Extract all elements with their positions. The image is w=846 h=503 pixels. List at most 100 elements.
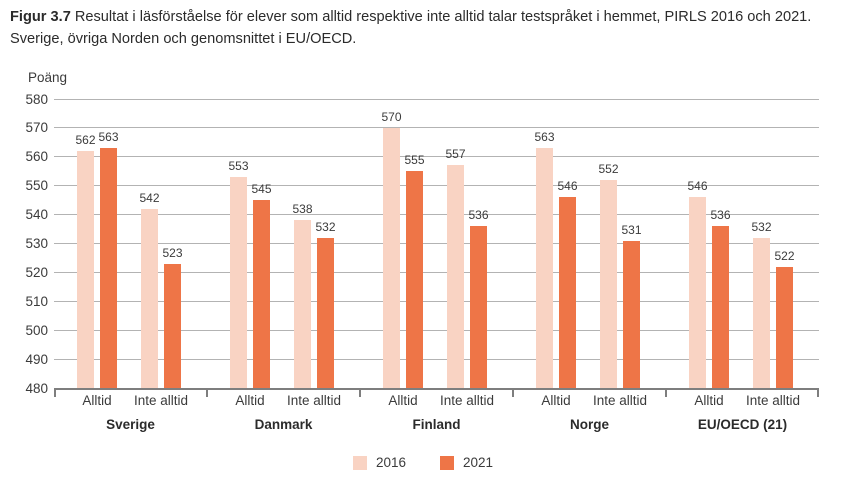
- x-axis-line: [54, 388, 819, 390]
- y-tick-label: 530: [25, 236, 48, 251]
- y-tick-label: 560: [25, 149, 48, 165]
- bar-pair: 542 523: [139, 99, 183, 388]
- bar-pair: 538 532: [292, 99, 336, 388]
- bar-pair: 552 531: [598, 99, 642, 388]
- subgroup-label: Inte alltid: [133, 393, 189, 408]
- bar-2021: [253, 200, 270, 388]
- bar-2016: [383, 127, 400, 388]
- gridline: [54, 271, 819, 273]
- y-tick-label: 500: [25, 322, 48, 338]
- bar-2021: [317, 237, 334, 388]
- bar-2016: [600, 179, 617, 388]
- country-group: 546 536 Alltid 532 522 Inte alltid EU/OECD (21…: [666, 99, 819, 432]
- bar-value-label: 570: [381, 109, 402, 124]
- bar-value-label: 557: [445, 147, 466, 162]
- bar-pair: 553 545: [228, 99, 272, 388]
- country-group: 562 563 Alltid 542 523 Inte alltid Sverige: [54, 99, 207, 432]
- y-axis-title: Poäng: [28, 70, 68, 85]
- bar-pair: 546 536: [687, 99, 731, 388]
- y-tick-label: 510: [25, 293, 48, 309]
- bar-value-label: 523: [162, 245, 183, 260]
- bar-2021: [712, 226, 729, 388]
- bar-pair: 562 563: [75, 99, 119, 388]
- bar-value-label: 555: [404, 153, 425, 168]
- bar-value-label: 522: [774, 248, 795, 263]
- bar-value-label: 546: [557, 179, 578, 194]
- country-group: 570 555 Alltid 557 536 Inte alltid Finland: [360, 99, 513, 432]
- x-axis-tick: [512, 389, 514, 397]
- legend-item-2016: 2016: [352, 455, 406, 470]
- legend-label-2016: 2016: [375, 455, 406, 470]
- legend-swatch-2021: [440, 455, 454, 470]
- bar-value-label: 552: [598, 161, 619, 176]
- bar-2021: [100, 148, 117, 388]
- bar-value-label: 531: [621, 222, 642, 237]
- country-label: Danmark: [254, 417, 313, 432]
- bar-value-label: 563: [98, 130, 119, 145]
- subgroup-label: Alltid: [694, 393, 724, 408]
- x-axis-tick: [206, 389, 208, 397]
- y-tick-label: 480: [25, 380, 48, 396]
- bar-2016: [447, 165, 464, 388]
- bar-value-label: 563: [534, 130, 555, 145]
- y-tick-label: 520: [25, 264, 48, 280]
- legend-swatch-2016: [352, 455, 367, 470]
- bar-2016: [294, 220, 311, 388]
- bar-2016: [141, 208, 158, 388]
- gridline: [54, 300, 819, 302]
- bar-value-label: 536: [468, 208, 489, 223]
- bar-pair: 532 522: [751, 99, 795, 388]
- gridline: [54, 243, 819, 244]
- figure-caption: Resultat i läsförståelse för elever som …: [10, 9, 812, 47]
- legend-item-2021: 2021: [440, 455, 493, 470]
- gridline: [54, 98, 819, 100]
- figure-number: Figur 3.7: [10, 9, 71, 25]
- x-axis-tick: [359, 389, 361, 397]
- gridline: [54, 358, 819, 360]
- subgroup-label: Alltid: [541, 393, 571, 408]
- subgroup-label: Alltid: [388, 393, 418, 408]
- gridline: [54, 329, 819, 331]
- bar-value-label: 532: [315, 219, 336, 234]
- country-label: Finland: [412, 417, 461, 432]
- subgroup-label: Alltid: [235, 393, 265, 408]
- subgroup-label: Alltid: [82, 393, 112, 408]
- bar-2021: [406, 171, 423, 388]
- bar-value-label: 532: [751, 219, 772, 234]
- country-group: 553 545 Alltid 538 532 Inte alltid Danmark: [207, 99, 360, 432]
- bar-2016: [77, 151, 94, 388]
- bar-pair: 563 546: [534, 99, 578, 388]
- bar-value-label: 546: [687, 179, 708, 194]
- bar-value-label: 562: [75, 133, 96, 148]
- country-group: 563 546 Alltid 552 531 Inte alltid Norge: [513, 99, 666, 432]
- plot-area: 480 490 500 510 520 530 540 550 560 570 580 562 563 A…: [25, 92, 819, 432]
- country-label: Norge: [569, 417, 609, 432]
- y-tick-label: 580: [25, 91, 48, 107]
- legend: 2016 2021: [0, 455, 846, 470]
- bar-2016: [689, 197, 706, 388]
- bar-value-label: 553: [228, 159, 249, 174]
- x-axis-tick: [54, 389, 56, 397]
- y-tick-label: 570: [25, 120, 48, 136]
- gridline: [54, 127, 819, 129]
- y-tick-label: 550: [25, 178, 48, 194]
- bar-value-label: 545: [251, 182, 272, 197]
- figure-title: Figur 3.7 Resultat i läsförståelse för el…: [10, 7, 830, 50]
- bar-value-label: 538: [292, 202, 313, 217]
- legend-label-2021: 2021: [463, 455, 494, 470]
- subgroup-label: Inte alltid: [439, 393, 495, 408]
- subgroup-label: Inte alltid: [745, 393, 801, 408]
- gridline: [54, 214, 819, 216]
- bar-2021: [623, 240, 640, 388]
- subgroup-label: Inte alltid: [286, 393, 342, 408]
- y-tick-label: 540: [25, 207, 48, 223]
- country-label: Sverige: [106, 417, 155, 432]
- gridline: [54, 185, 819, 187]
- bar-2021: [776, 266, 793, 388]
- bar-2021: [470, 226, 487, 388]
- bar-value-label: 536: [710, 208, 731, 223]
- country-label: EU/OECD (21): [697, 417, 788, 432]
- bar-2021: [559, 197, 576, 388]
- bar-2016: [536, 148, 553, 388]
